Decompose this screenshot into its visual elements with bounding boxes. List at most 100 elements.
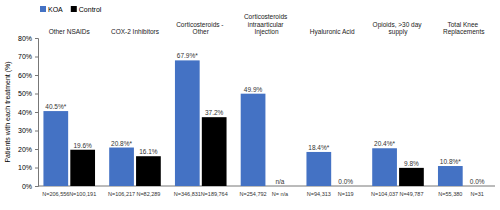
data-label: 9.8% <box>404 160 419 167</box>
bar <box>465 186 490 187</box>
data-label: 19.6% <box>73 142 92 149</box>
bar <box>43 111 68 186</box>
y-axis-title: Patients with each treatment (%) <box>4 61 12 162</box>
bar <box>306 152 331 186</box>
x-tick-label: Hyaluronic Acid <box>310 28 355 36</box>
x-tick-label: Corticosteroids intraarticular Injection <box>244 13 289 36</box>
n-label: N= n/a <box>272 191 289 197</box>
y-tick-label: 60% <box>18 72 32 79</box>
y-tick-mark <box>35 94 38 95</box>
y-tick: 20% <box>18 146 38 153</box>
n-label: N=254,792 <box>240 191 267 197</box>
y-tick-mark <box>35 112 38 113</box>
data-label: 18.4%* <box>308 144 329 151</box>
y-tick-mark <box>35 57 38 58</box>
x-axis-line <box>38 186 495 187</box>
y-tick-label: 80% <box>18 35 32 42</box>
legend-swatch <box>40 6 46 12</box>
n-label: N=100,191 <box>69 191 96 197</box>
y-tick-label: 50% <box>18 90 32 97</box>
data-label: 0.0% <box>470 178 485 185</box>
data-label: 49.9% <box>244 86 263 93</box>
y-tick-label: 30% <box>18 127 32 134</box>
data-label: 20.8%* <box>111 140 132 147</box>
x-tick-label: Opioids, >30 day supply <box>373 21 424 37</box>
data-label: 10.8%* <box>440 158 461 165</box>
y-tick: 30% <box>18 127 38 134</box>
n-label: N=55,380 <box>438 191 462 197</box>
legend: KOA Control <box>40 6 102 13</box>
y-tick: 0% <box>22 183 38 190</box>
y-tick-label: 10% <box>18 164 32 171</box>
plot: 0% 10% 20% 30% 40% 50% 60% 70% 80% 40.5%* N=206,55… <box>18 35 495 197</box>
bar <box>109 148 134 186</box>
y-axis: 0% 10% 20% 30% 40% 50% 60% 70% 80% <box>18 35 39 190</box>
bar <box>202 117 227 186</box>
legend-label: Control <box>79 6 102 13</box>
n-label: N=94,313 <box>307 191 331 197</box>
x-tick-label: Total Knee Replacements <box>443 21 485 37</box>
n-label: N=82,289 <box>136 191 160 197</box>
x-tick-label-line: Injection <box>254 28 279 36</box>
y-tick-mark <box>35 38 38 39</box>
bar <box>175 60 200 186</box>
bar <box>333 186 358 187</box>
bar <box>399 168 424 186</box>
n-label: N=106,217 <box>108 191 135 197</box>
data-label: n/a <box>275 178 284 185</box>
bar <box>241 94 266 186</box>
y-tick-mark <box>35 168 38 169</box>
bar <box>372 148 397 186</box>
y-tick: 70% <box>18 53 38 60</box>
x-tick-label-line: Replacements <box>443 28 485 36</box>
x-tick-label-line: supply <box>389 28 409 36</box>
chart: 0% 10% 20% 30% 40% 50% 60% 70% 80% 40.5%* N=206,55… <box>0 0 500 210</box>
x-tick-label-line: intraarticular <box>248 21 286 28</box>
labels: 40.5%* N=206,556 20.8%* N=106,217 67.9%* N=34… <box>42 52 485 197</box>
legend-label: KOA <box>48 6 63 13</box>
y-tick-mark <box>35 149 38 150</box>
bar <box>136 156 161 186</box>
n-label: N=49,787 <box>399 191 423 197</box>
y-tick-mark <box>35 75 38 76</box>
n-label: N=104,037 <box>371 191 398 197</box>
y-tick-label: 0% <box>22 183 32 190</box>
y-tick: 80% <box>18 35 38 42</box>
x-tick-label-line: Corticosteroids <box>244 13 289 20</box>
data-label: 37.2% <box>205 109 224 116</box>
n-label: N=189,764 <box>201 191 228 197</box>
x-tick-label: COX-2 Inhibitors <box>111 28 160 35</box>
bars <box>43 60 462 186</box>
y-tick: 60% <box>18 72 38 79</box>
x-tick-label-line: Other <box>193 28 210 35</box>
y-tick-label: 70% <box>18 53 32 60</box>
data-label: 40.5%* <box>45 103 66 110</box>
n-label: N=206,556 <box>42 191 69 197</box>
y-axis-line <box>35 39 39 187</box>
data-label: 20.4%* <box>374 140 395 147</box>
y-tick-label: 40% <box>18 109 32 116</box>
y-tick-mark <box>35 131 38 132</box>
data-label: 16.1% <box>139 148 158 155</box>
y-tick: 40% <box>18 109 38 116</box>
n-label: N=346,831 <box>174 191 201 197</box>
x-tick-label: Corticosteroids - Other <box>176 21 225 36</box>
y-tick-mark <box>35 186 38 187</box>
legend-item: Control <box>71 6 102 13</box>
y-tick-label: 20% <box>18 146 32 153</box>
x-tick-label-line: COX-2 Inhibitors <box>111 28 160 35</box>
n-label: N=119 <box>338 191 354 197</box>
data-label: 67.9%* <box>177 52 198 59</box>
y-tick: 50% <box>18 90 38 97</box>
y-tick: 10% <box>18 164 38 171</box>
n-label: N=31 <box>471 191 484 197</box>
x-tick-label: Other NSAIDs <box>49 28 91 35</box>
x-tick-label-line: Hyaluronic Acid <box>310 28 355 36</box>
x-tick-label-line: Corticosteroids - <box>176 21 225 28</box>
x-tick-label-line: Total Knee <box>448 21 481 28</box>
bar <box>70 150 95 186</box>
data-label: 0.0% <box>338 178 353 185</box>
bar <box>438 166 463 186</box>
legend-swatch <box>71 6 77 12</box>
x-axis: Other NSAIDs COX-2 Inhibitors Corticostero… <box>49 13 486 36</box>
